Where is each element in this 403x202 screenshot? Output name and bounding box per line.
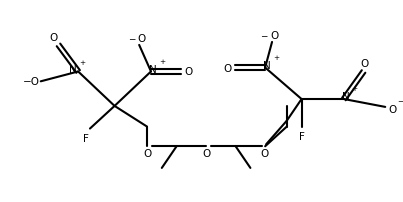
- Text: O: O: [143, 148, 151, 158]
- Text: N: N: [342, 92, 350, 102]
- Text: −O: −O: [23, 77, 39, 87]
- Text: F: F: [83, 134, 89, 144]
- Text: +: +: [352, 86, 358, 92]
- Text: O: O: [50, 33, 58, 43]
- Text: O: O: [224, 63, 232, 73]
- Text: O: O: [137, 34, 145, 44]
- Text: O: O: [360, 58, 369, 68]
- Text: +: +: [79, 59, 85, 65]
- Text: +: +: [273, 54, 279, 60]
- Text: O: O: [184, 67, 193, 77]
- Text: N: N: [263, 60, 271, 70]
- Text: N: N: [69, 65, 77, 75]
- Text: O: O: [202, 148, 210, 158]
- Text: O: O: [270, 31, 278, 41]
- Text: O: O: [260, 148, 268, 158]
- Text: +: +: [159, 58, 165, 64]
- Text: −: −: [397, 99, 403, 104]
- Text: −: −: [128, 34, 135, 43]
- Text: N: N: [149, 64, 157, 74]
- Text: F: F: [299, 132, 305, 142]
- Text: O: O: [388, 104, 396, 114]
- Text: −: −: [260, 31, 268, 40]
